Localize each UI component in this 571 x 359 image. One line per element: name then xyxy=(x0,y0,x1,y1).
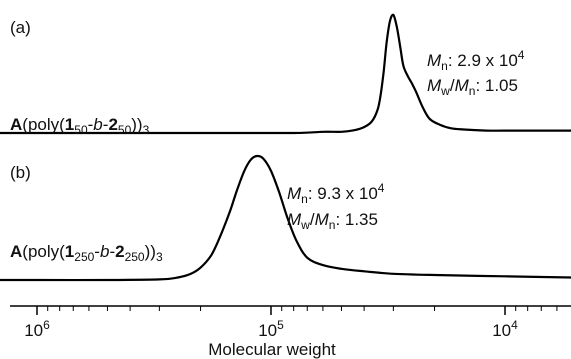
panel-label-b: (b) xyxy=(10,163,31,182)
pdi-annotation-b: Mw/Mn: 1.35 xyxy=(287,210,378,232)
panel-a: (a) A(poly(150-b-250))3 Mn: 2.9 x 104 Mw… xyxy=(0,13,571,137)
x-tick-label: 104 xyxy=(492,318,518,340)
mn-annotation-a: Mn: 2.9 x 104 xyxy=(427,48,525,73)
sample-label-b: A(poly(1250-b-2250))3 xyxy=(10,242,163,264)
x-axis: 106 105 104 Molecular weight xyxy=(10,305,571,359)
x-tick-label: 105 xyxy=(258,318,284,340)
panel-b: (b) A(poly(1250-b-2250))3 Mn: 9.3 x 104 … xyxy=(0,154,571,282)
pdi-annotation-a: Mw/Mn: 1.05 xyxy=(427,76,518,98)
series-line-b xyxy=(0,154,571,282)
sample-label-a: A(poly(150-b-250))3 xyxy=(10,115,150,137)
x-axis-title: Molecular weight xyxy=(208,340,336,359)
x-ticks: 106 105 104 xyxy=(24,306,558,340)
panel-label-a: (a) xyxy=(10,18,31,37)
series-line-a xyxy=(0,13,571,135)
mn-annotation-b: Mn: 9.3 x 104 xyxy=(287,181,385,206)
x-tick-label: 106 xyxy=(24,318,50,340)
